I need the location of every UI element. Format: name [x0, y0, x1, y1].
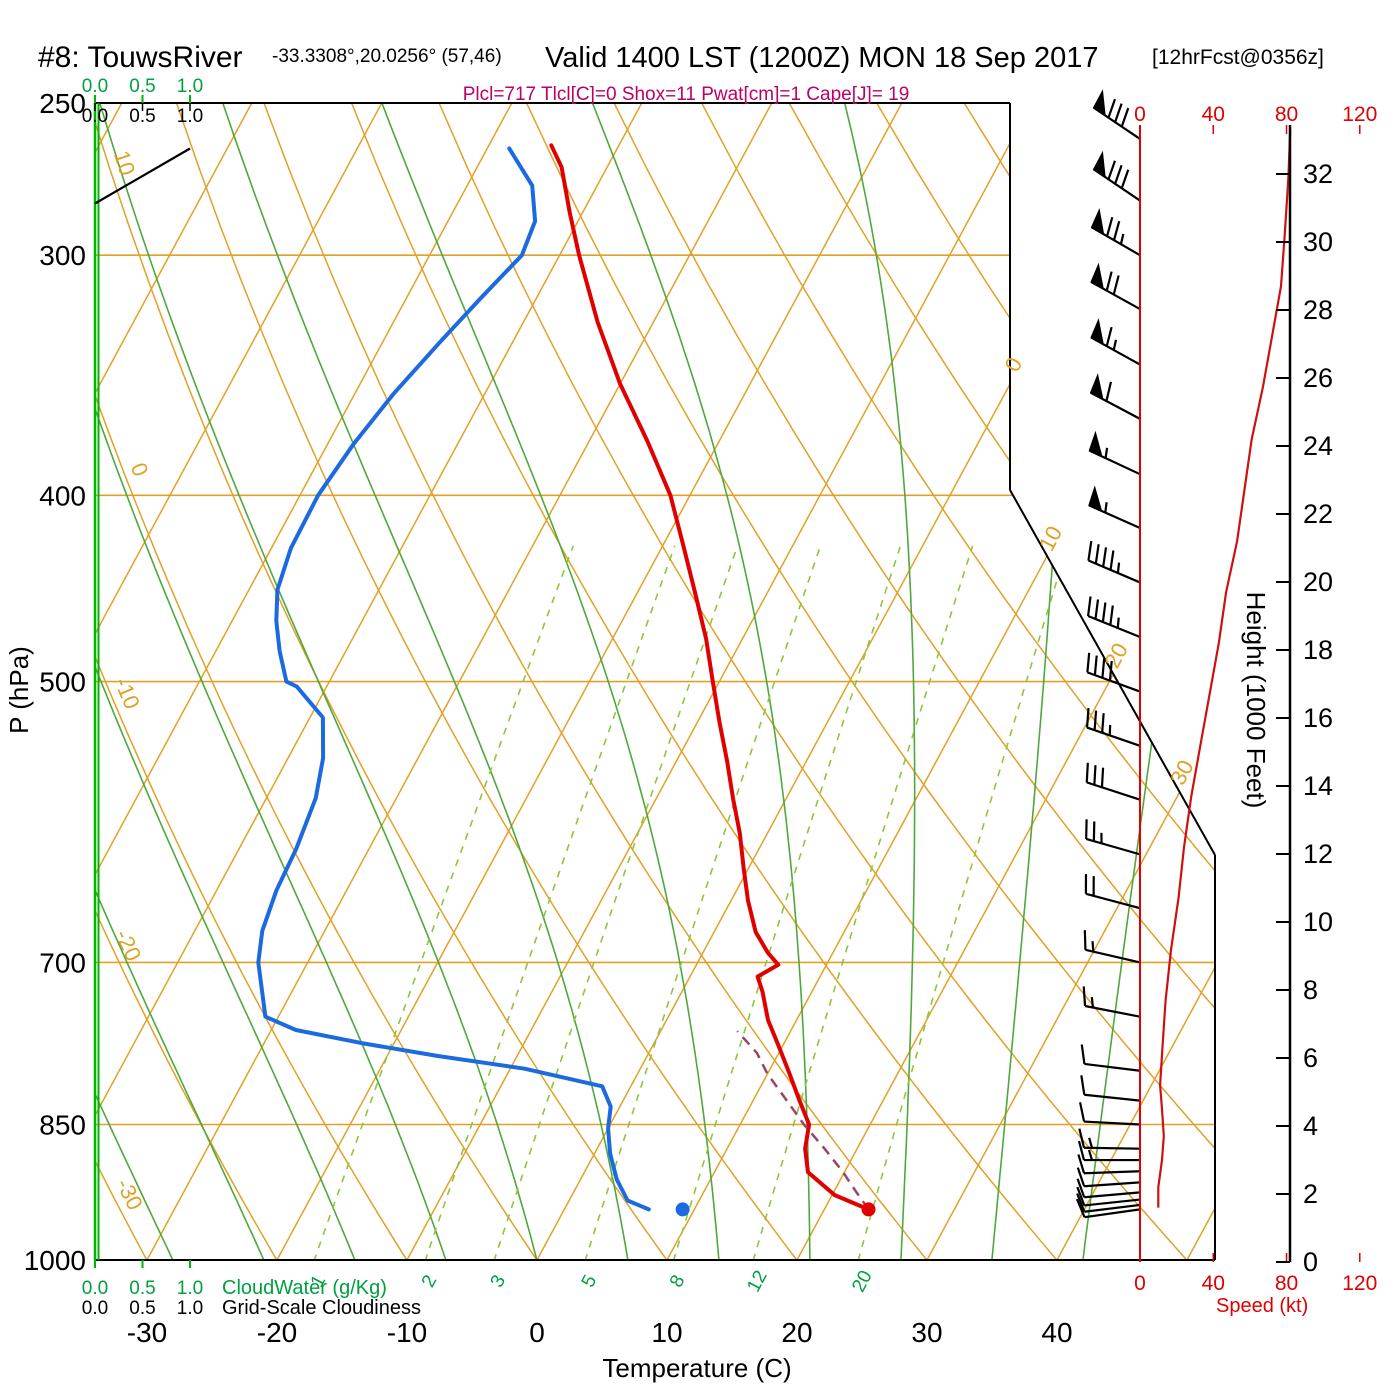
svg-text:-30: -30 [111, 1174, 148, 1214]
plot-frame [93, 102, 1216, 1261]
svg-text:300: 300 [39, 240, 86, 271]
svg-text:0: 0 [1134, 103, 1146, 126]
surface-points [675, 1202, 876, 1217]
temperature-axis-label: Temperature (C) [602, 1353, 791, 1383]
svg-text:0.0: 0.0 [82, 106, 108, 127]
svg-text:850: 850 [39, 1110, 86, 1141]
svg-text:40: 40 [1041, 1317, 1072, 1348]
svg-text:40: 40 [1202, 1272, 1225, 1295]
svg-text:10: 10 [651, 1317, 682, 1348]
page-title: #8: TouwsRiver [38, 41, 243, 74]
svg-text:80: 80 [1275, 1272, 1298, 1295]
svg-text:-10: -10 [387, 1317, 427, 1348]
height-axis-label: Height (1000 Feet) [1241, 592, 1271, 809]
svg-text:10: 10 [1034, 522, 1068, 555]
svg-text:40: 40 [1202, 103, 1225, 126]
svg-text:22: 22 [1303, 499, 1333, 529]
svg-text:10: 10 [109, 147, 140, 178]
svg-text:0: 0 [529, 1317, 545, 1348]
svg-text:0.5: 0.5 [129, 76, 155, 97]
svg-text:700: 700 [39, 947, 86, 978]
svg-text:10: 10 [1303, 907, 1333, 937]
svg-text:8: 8 [1303, 975, 1318, 1005]
surface-temperature-dot [861, 1202, 876, 1217]
svg-text:0.0: 0.0 [82, 1298, 108, 1319]
surface-dewpoint-dot [675, 1202, 690, 1217]
svg-text:400: 400 [39, 480, 86, 511]
svg-text:0: 0 [999, 353, 1027, 376]
svg-text:30: 30 [911, 1317, 942, 1348]
svg-text:120: 120 [1342, 1272, 1377, 1295]
svg-text:-20: -20 [110, 926, 146, 965]
forecast-tag: [12hrFcst@0356z] [1152, 46, 1324, 69]
svg-text:8: 8 [666, 1272, 690, 1291]
svg-text:16: 16 [1303, 703, 1333, 733]
svg-text:0.5: 0.5 [129, 1298, 155, 1319]
svg-text:1.0: 1.0 [177, 106, 203, 127]
svg-text:5: 5 [578, 1272, 602, 1291]
svg-text:0.5: 0.5 [129, 1278, 155, 1299]
svg-text:14: 14 [1303, 771, 1333, 801]
svg-text:12: 12 [1303, 839, 1333, 869]
svg-text:18: 18 [1303, 635, 1333, 665]
svg-text:20: 20 [848, 1267, 876, 1296]
svg-text:1000: 1000 [24, 1245, 86, 1276]
svg-text:28: 28 [1303, 295, 1333, 325]
svg-text:2: 2 [418, 1272, 442, 1291]
svg-text:-10: -10 [110, 674, 145, 713]
svg-text:32: 32 [1303, 159, 1333, 189]
svg-text:0: 0 [126, 459, 154, 479]
cloudwater-legend: CloudWater (g/Kg) [222, 1277, 387, 1299]
speed-axis-label: Speed (kt) [1216, 1295, 1308, 1317]
svg-text:1.0: 1.0 [177, 76, 203, 97]
svg-text:20: 20 [1303, 567, 1333, 597]
valid-time-title: Valid 1400 LST (1200Z) MON 18 Sep 2017 [545, 42, 1098, 74]
svg-text:0: 0 [1134, 1272, 1146, 1295]
wind-barb-column [1075, 89, 1141, 1219]
svg-text:26: 26 [1303, 363, 1333, 393]
svg-text:0.5: 0.5 [129, 106, 155, 127]
sounding-profiles [256, 143, 871, 1212]
background-grid-lines [95, 103, 1215, 1260]
svg-text:120: 120 [1342, 103, 1377, 126]
sounding-parameters-line: Plcl=717 Tlcl[C]=0 Shox=11 Pwat[cm]=1 Ca… [463, 84, 910, 105]
svg-text:-30: -30 [127, 1317, 167, 1348]
svg-text:80: 80 [1275, 103, 1298, 126]
svg-text:3: 3 [487, 1272, 511, 1291]
svg-text:30: 30 [1303, 227, 1333, 257]
svg-text:500: 500 [39, 667, 86, 698]
svg-text:0.0: 0.0 [82, 1278, 108, 1299]
station-coordinates: -33.3308°,20.0256° (57,46) [272, 46, 502, 67]
svg-text:1.0: 1.0 [177, 1298, 203, 1319]
pressure-axis-label: P (hPa) [4, 646, 34, 734]
cloudiness-legend: Grid-Scale Cloudiness [222, 1297, 421, 1319]
axis-ticks-and-labels: 0040408080120120024681012141618202224262… [24, 76, 1378, 1348]
svg-text:2: 2 [1303, 1179, 1318, 1209]
svg-text:24: 24 [1303, 431, 1333, 461]
svg-text:6: 6 [1303, 1043, 1318, 1073]
svg-text:0.0: 0.0 [82, 76, 108, 97]
svg-text:1.0: 1.0 [177, 1278, 203, 1299]
svg-text:0: 0 [1303, 1247, 1318, 1277]
svg-text:4: 4 [1303, 1111, 1318, 1141]
svg-text:12: 12 [743, 1267, 771, 1296]
svg-text:250: 250 [39, 88, 86, 119]
svg-text:-20: -20 [257, 1317, 297, 1348]
svg-text:20: 20 [781, 1317, 812, 1348]
